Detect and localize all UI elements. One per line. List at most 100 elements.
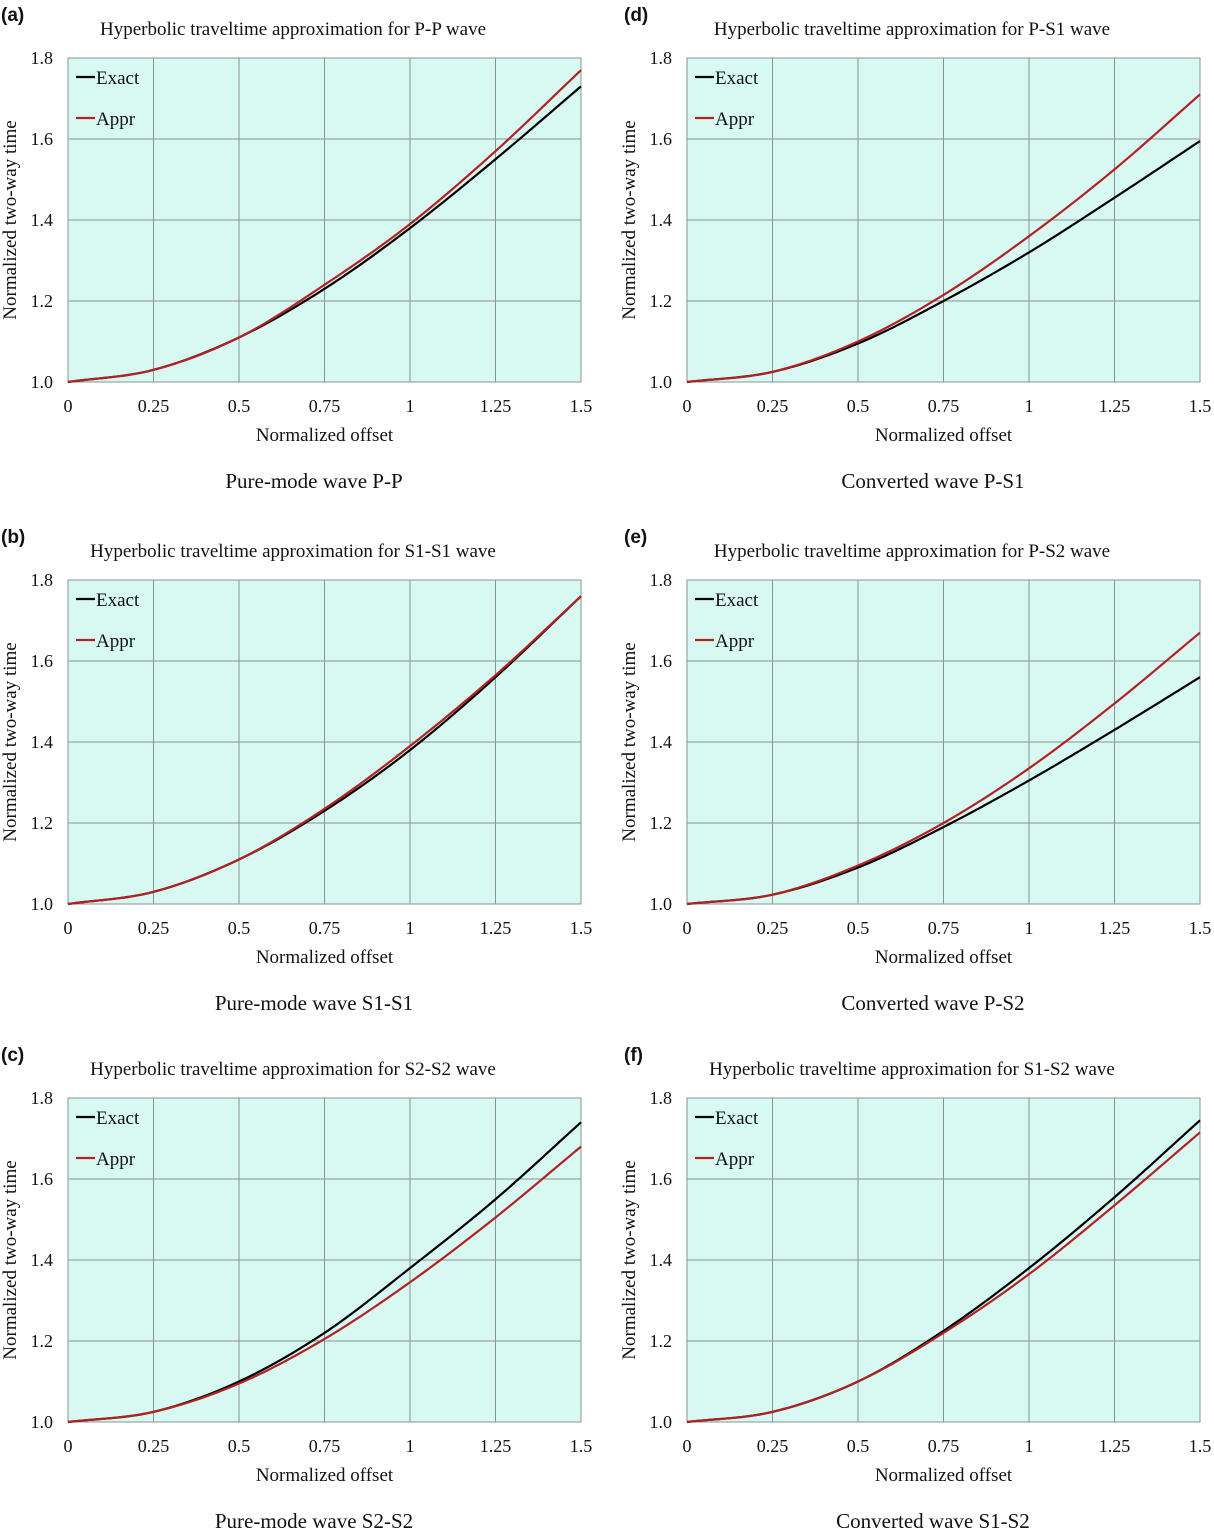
x-tick-label: 0.5: [228, 1436, 251, 1456]
legend-label-appr: Appr: [715, 109, 755, 130]
panel-letter: (c): [1, 1045, 24, 1066]
x-tick-label: 0.5: [847, 396, 870, 416]
panel-caption: Pure-mode wave S1-S1: [215, 991, 413, 1015]
y-axis-label: Normalized two-way time: [619, 642, 640, 841]
y-axis-label: Normalized two-way time: [0, 642, 21, 841]
panel-caption: Converted wave P-S2: [841, 991, 1024, 1015]
x-tick-label: 1.5: [570, 918, 593, 938]
x-tick-label: 0.25: [757, 1436, 789, 1456]
x-tick-label: 0.75: [309, 1436, 341, 1456]
series-line-appr: [686, 93, 1201, 384]
x-tick-label: 0.75: [309, 396, 341, 416]
x-tick-label: 0.5: [228, 918, 251, 938]
y-tick-label: 1.2: [31, 813, 54, 833]
panel-letter: (d): [624, 5, 648, 26]
chart-panel-f: (f) Hyperbolic traveltime approximation f…: [619, 1045, 1211, 1533]
y-tick-label: 1.4: [650, 210, 673, 230]
x-tick-label: 1.25: [1099, 396, 1131, 416]
y-tick-label: 1.4: [650, 732, 673, 752]
y-tick-label: 1.2: [650, 1331, 673, 1351]
y-tick-label: 1.4: [31, 732, 54, 752]
panel-caption: Converted wave S1-S2: [836, 1509, 1030, 1533]
x-tick-label: 0.25: [757, 918, 789, 938]
y-axis-label: Normalized two-way time: [619, 1160, 640, 1359]
legend-label-appr: Appr: [96, 631, 136, 652]
y-tick-label: 1.6: [650, 651, 673, 671]
y-tick-label: 1.0: [31, 372, 54, 392]
panel-caption: Pure-mode wave P-P: [225, 469, 402, 493]
legend-label-exact: Exact: [96, 68, 140, 89]
panel-letter: (b): [1, 527, 25, 548]
x-axis-label: Normalized offset: [875, 425, 1013, 446]
x-tick-label: 0.25: [138, 1436, 170, 1456]
x-axis-label: Normalized offset: [875, 1465, 1013, 1486]
y-tick-label: 1.2: [31, 291, 54, 311]
chart-title: Hyperbolic traveltime approximation for …: [709, 1059, 1115, 1080]
x-tick-label: 0.25: [138, 396, 170, 416]
legend-label-exact: Exact: [715, 590, 759, 611]
y-tick-label: 1.2: [650, 813, 673, 833]
y-tick-label: 1.0: [650, 894, 673, 914]
y-tick-label: 1.2: [650, 291, 673, 311]
y-tick-label: 1.0: [650, 1412, 673, 1432]
panel-letter: (a): [1, 5, 24, 26]
panel-caption: Converted wave P-S1: [841, 469, 1024, 493]
y-tick-label: 1.6: [31, 651, 54, 671]
x-tick-label: 1: [1025, 918, 1034, 938]
y-tick-label: 1.6: [31, 129, 54, 149]
series-line-appr: [67, 1145, 582, 1424]
x-tick-label: 0: [683, 396, 692, 416]
y-tick-label: 1.2: [31, 1331, 54, 1351]
chart-title: Hyperbolic traveltime approximation for …: [90, 1059, 496, 1080]
y-tick-label: 1.4: [31, 210, 54, 230]
chart-panel-e: (e) Hyperbolic traveltime approximation f…: [619, 527, 1211, 1015]
x-tick-label: 0.5: [847, 918, 870, 938]
y-axis-label: Normalized two-way time: [619, 120, 640, 319]
x-tick-label: 1.5: [570, 396, 593, 416]
chart-title: Hyperbolic traveltime approximation for …: [714, 541, 1110, 562]
panel-letter: (e): [624, 527, 647, 548]
series-line-appr: [67, 595, 582, 906]
y-tick-label: 1.8: [650, 48, 673, 68]
legend-label-exact: Exact: [96, 1108, 140, 1129]
x-tick-label: 0.5: [228, 396, 251, 416]
y-axis-label: Normalized two-way time: [0, 120, 21, 319]
chart-panel-c: (c) Hyperbolic traveltime approximation f…: [0, 1045, 592, 1533]
series-line-appr: [686, 1131, 1201, 1424]
panel-caption: Pure-mode wave S2-S2: [215, 1509, 413, 1533]
x-axis-label: Normalized offset: [256, 1465, 394, 1486]
x-tick-label: 0: [683, 1436, 692, 1456]
y-tick-label: 1.6: [650, 1169, 673, 1189]
y-tick-label: 1.8: [31, 48, 54, 68]
y-tick-label: 1.8: [31, 570, 54, 590]
x-tick-label: 1: [1025, 396, 1034, 416]
x-tick-label: 1.5: [1189, 1436, 1212, 1456]
x-tick-label: 0.75: [928, 396, 960, 416]
chart-title: Hyperbolic traveltime approximation for …: [90, 541, 496, 562]
y-tick-label: 1.6: [31, 1169, 54, 1189]
x-tick-label: 0: [64, 918, 73, 938]
x-tick-label: 1.25: [1099, 918, 1131, 938]
chart-panel-a: (a) Hyperbolic traveltime approximation f…: [0, 5, 592, 493]
y-tick-label: 1.0: [31, 1412, 54, 1432]
chart-panel-d: (d) Hyperbolic traveltime approximation f…: [619, 5, 1211, 493]
x-axis-label: Normalized offset: [256, 947, 394, 968]
x-tick-label: 1.5: [570, 1436, 593, 1456]
legend-label-appr: Appr: [715, 1149, 755, 1170]
x-tick-label: 0.25: [138, 918, 170, 938]
x-tick-label: 0: [64, 396, 73, 416]
x-tick-label: 1.25: [1099, 1436, 1131, 1456]
y-tick-label: 1.4: [31, 1250, 54, 1270]
x-tick-label: 1.5: [1189, 918, 1212, 938]
y-tick-label: 1.6: [650, 129, 673, 149]
y-tick-label: 1.8: [650, 570, 673, 590]
panel-letter: (f): [624, 1045, 643, 1066]
legend-label-appr: Appr: [96, 109, 136, 130]
series-line-appr: [67, 69, 582, 384]
y-tick-label: 1.0: [31, 894, 54, 914]
x-tick-label: 0.75: [928, 1436, 960, 1456]
y-tick-label: 1.8: [650, 1088, 673, 1108]
y-tick-label: 1.0: [650, 372, 673, 392]
chart-title: Hyperbolic traveltime approximation for …: [714, 19, 1110, 40]
